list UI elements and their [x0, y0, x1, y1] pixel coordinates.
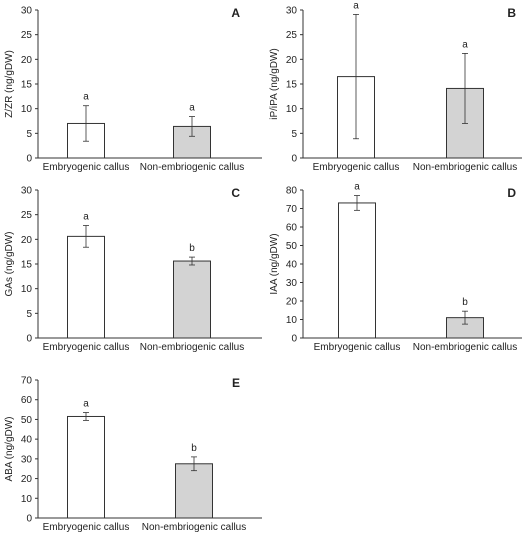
y-tick-label: 15 — [21, 260, 33, 271]
y-axis-label: GAs (ng/gDW) — [4, 231, 15, 296]
y-tick-label: 60 — [21, 395, 33, 406]
x-category-label: Non-embriogenic callus — [142, 522, 247, 533]
y-tick-label: 20 — [21, 235, 33, 246]
x-category-label: Non-embriogenic callus — [140, 342, 245, 353]
chart-panel-d: 0 10 20 30 40 50 60 70 80 IAA (ng/gDW) Da Embryogen… — [269, 182, 522, 353]
y-tick-label: 70 — [21, 376, 33, 387]
significance-letter: b — [191, 443, 197, 454]
chart-panel-a: 0 5 10 15 20 25 30 Z/ZR (ng/gDW) Aa Embryogenic c… — [4, 6, 262, 173]
y-tick-label: 15 — [21, 80, 33, 91]
y-tick-label: 0 — [291, 154, 297, 165]
y-tick-label: 15 — [286, 80, 298, 91]
bar-1 — [338, 202, 376, 339]
y-tick-label: 20 — [21, 474, 33, 485]
y-tick-label: 5 — [26, 129, 32, 140]
x-category-label: Embryogenic callus — [43, 162, 130, 173]
y-axis-label: ABA (ng/gDW) — [4, 416, 15, 481]
y-tick-label: 0 — [26, 334, 32, 345]
panel-letter: B — [507, 6, 516, 20]
x-category-label: Non-embriogenic callus — [413, 162, 518, 173]
significance-letter: a — [83, 92, 89, 103]
significance-letter: a — [83, 399, 89, 410]
panel-letter: A — [231, 6, 240, 20]
y-tick-label: 30 — [21, 186, 33, 197]
y-tick-label: 40 — [21, 435, 33, 446]
y-tick-label: 10 — [21, 104, 33, 115]
y-axis-label: iP/iPA (ng/gDW) — [269, 48, 280, 120]
y-tick-label: 25 — [21, 210, 33, 221]
x-category-label: Embryogenic callus — [43, 342, 130, 353]
y-axis-label: Z/ZR (ng/gDW) — [4, 50, 15, 118]
y-tick-label: 10 — [286, 104, 298, 115]
y-tick-label: 50 — [21, 415, 33, 426]
panel-letter: E — [232, 376, 240, 390]
y-tick-label: 30 — [286, 6, 298, 17]
y-tick-label: 10 — [21, 494, 33, 505]
y-tick-label: 60 — [286, 223, 298, 234]
y-tick-label: 70 — [286, 204, 298, 215]
bar-2 — [173, 260, 211, 339]
significance-letter: b — [462, 297, 468, 308]
y-tick-label: 30 — [286, 278, 298, 289]
x-category-label: Embryogenic callus — [314, 342, 401, 353]
significance-letter: a — [354, 182, 360, 193]
y-tick-label: 0 — [291, 334, 297, 345]
y-tick-label: 50 — [286, 241, 298, 252]
chart-panel-e: 0 10 20 30 40 50 60 70 ABA (ng/gDW) Ea Embryogenic… — [4, 376, 262, 533]
y-tick-label: 5 — [26, 309, 32, 320]
y-tick-label: 10 — [21, 284, 33, 295]
y-tick-label: 20 — [286, 297, 298, 308]
chart-panel-c: 0 5 10 15 20 25 30 GAs (ng/gDW) Ca Embryogenic ca… — [4, 186, 262, 353]
y-tick-label: 20 — [286, 55, 298, 66]
y-tick-label: 40 — [286, 260, 298, 271]
significance-letter: a — [189, 103, 195, 114]
y-tick-label: 80 — [286, 186, 298, 197]
chart-panel-b: 0 5 10 15 20 25 30 iP/iPA (ng/gDW) Ba Embryogenic… — [269, 0, 522, 173]
panel-letter: C — [231, 186, 240, 200]
bar-2 — [175, 463, 213, 519]
x-category-label: Non-embriogenic callus — [140, 162, 245, 173]
x-category-label: Embryogenic callus — [43, 522, 130, 533]
bar-1 — [67, 415, 105, 519]
y-tick-label: 5 — [291, 129, 297, 140]
y-tick-label: 30 — [21, 6, 33, 17]
significance-letter: a — [462, 39, 468, 50]
significance-letter: b — [189, 243, 195, 254]
y-tick-label: 0 — [26, 514, 32, 525]
significance-letter: a — [83, 212, 89, 223]
y-tick-label: 0 — [26, 154, 32, 165]
x-category-label: Non-embriogenic callus — [413, 342, 518, 353]
y-tick-label: 10 — [286, 315, 298, 326]
panel-letter: D — [507, 186, 516, 200]
y-tick-label: 25 — [286, 30, 298, 41]
x-category-label: Embryogenic callus — [313, 162, 400, 173]
significance-letter: a — [353, 0, 359, 11]
y-tick-label: 25 — [21, 30, 33, 41]
y-tick-label: 20 — [21, 55, 33, 66]
y-axis-label: IAA (ng/gDW) — [269, 233, 280, 294]
bar-1 — [67, 235, 105, 339]
y-tick-label: 30 — [21, 454, 33, 465]
